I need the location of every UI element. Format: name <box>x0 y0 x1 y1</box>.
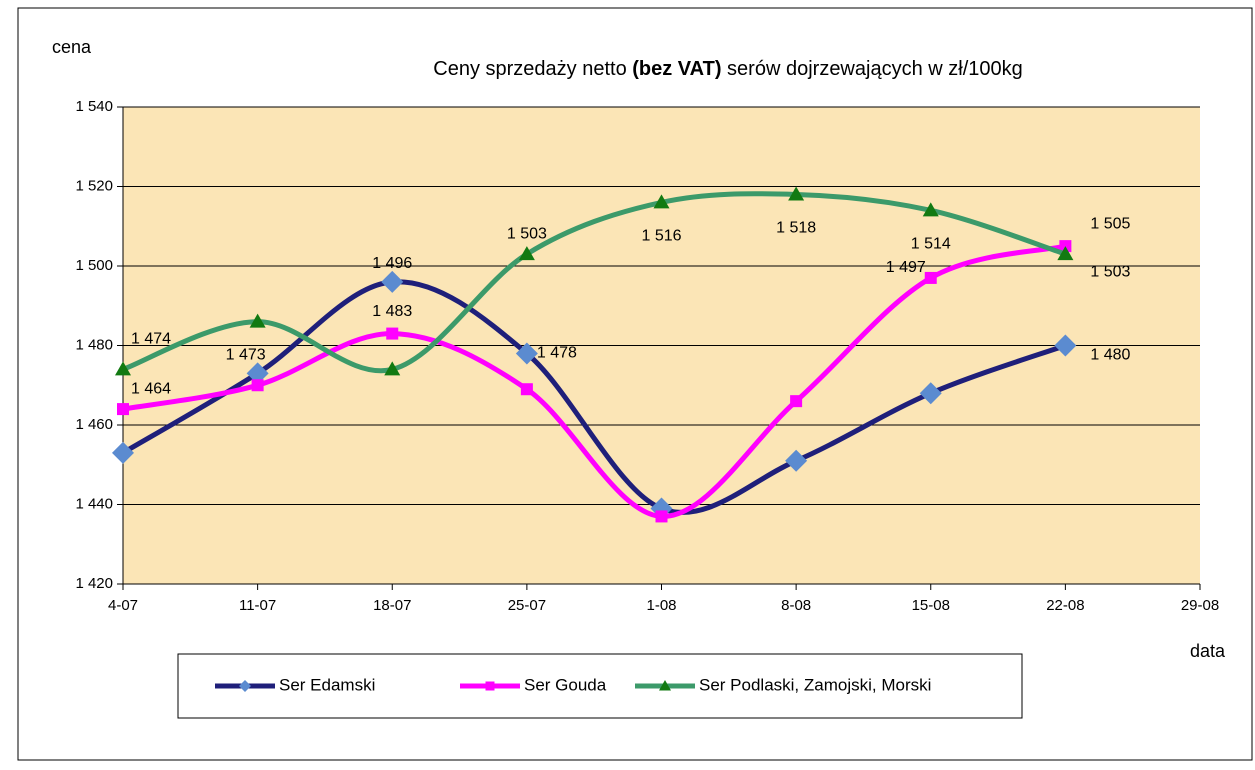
y-tick-label: 1 480 <box>75 336 113 353</box>
data-label: 1 503 <box>507 225 547 242</box>
marker <box>924 271 937 284</box>
title-part: Ceny sprzedaży netto <box>433 58 632 80</box>
title-part: (bez VAT) <box>632 58 721 80</box>
series-line <box>122 243 1066 519</box>
legend-box <box>177 653 1023 719</box>
legend-label: Ser Edamski <box>279 675 375 694</box>
marker <box>653 194 670 209</box>
marker <box>485 681 495 691</box>
marker <box>515 342 538 365</box>
legend-label: Ser Gouda <box>524 675 607 694</box>
x-tick-label: 8-08 <box>781 597 811 614</box>
data-label: 1 497 <box>886 259 926 276</box>
data-label: 1 478 <box>537 345 577 362</box>
x-tick-label: 25-07 <box>508 597 546 614</box>
data-label: 1 483 <box>372 303 412 320</box>
marker <box>520 383 533 396</box>
y-tick-label: 1 520 <box>75 177 113 194</box>
marker <box>117 403 129 416</box>
x-tick-label: 22-08 <box>1046 597 1084 614</box>
data-label: 1 480 <box>1090 347 1130 364</box>
x-tick-label: 15-08 <box>912 597 950 614</box>
marker <box>1057 246 1074 261</box>
data-label: 1 514 <box>911 236 951 253</box>
y-axis-label: cena <box>52 37 92 57</box>
marker <box>655 510 668 523</box>
marker <box>790 395 803 408</box>
marker <box>788 186 805 201</box>
x-tick-label: 11-07 <box>239 597 276 614</box>
y-tick-label: 1 540 <box>75 98 113 115</box>
data-label: 1 464 <box>131 380 171 397</box>
y-tick-label: 1 440 <box>75 495 113 512</box>
series-line <box>121 279 1067 515</box>
x-tick-label: 29-08 <box>1181 597 1219 614</box>
x-axis-label: data <box>1190 641 1226 661</box>
data-label: 1 496 <box>372 255 412 272</box>
y-tick-label: 1 460 <box>75 416 113 433</box>
y-tick-label: 1 500 <box>75 257 113 274</box>
marker <box>112 441 134 464</box>
marker <box>246 362 269 385</box>
x-tick-label: 4-07 <box>108 597 138 614</box>
marker <box>386 327 399 340</box>
y-tick-label: 1 420 <box>75 575 113 592</box>
marker <box>381 270 404 293</box>
marker <box>922 202 939 217</box>
marker <box>518 246 535 261</box>
marker <box>1054 334 1077 357</box>
data-label: 1 473 <box>226 347 266 364</box>
chart-title: Ceny sprzedaży netto (bez VAT) serów doj… <box>433 58 1023 80</box>
marker <box>251 379 264 392</box>
marker <box>785 449 808 472</box>
data-label: 1 503 <box>1090 263 1130 280</box>
data-label: 1 474 <box>131 331 171 348</box>
marker <box>115 361 131 376</box>
series-line <box>122 191 1067 374</box>
marker <box>249 313 266 328</box>
marker <box>384 361 401 376</box>
data-label: 1 516 <box>641 228 681 245</box>
data-label: 1 518 <box>776 220 816 237</box>
marker <box>659 680 671 691</box>
title-part: serów dojrzewających w zł/100kg <box>722 58 1023 80</box>
marker <box>239 680 251 692</box>
marker <box>919 382 942 405</box>
legend-label: Ser Podlaski, Zamojski, Morski <box>699 675 931 694</box>
data-label: 1 505 <box>1090 215 1130 232</box>
x-tick-label: 1-08 <box>646 597 676 614</box>
x-tick-label: 18-07 <box>373 597 411 614</box>
